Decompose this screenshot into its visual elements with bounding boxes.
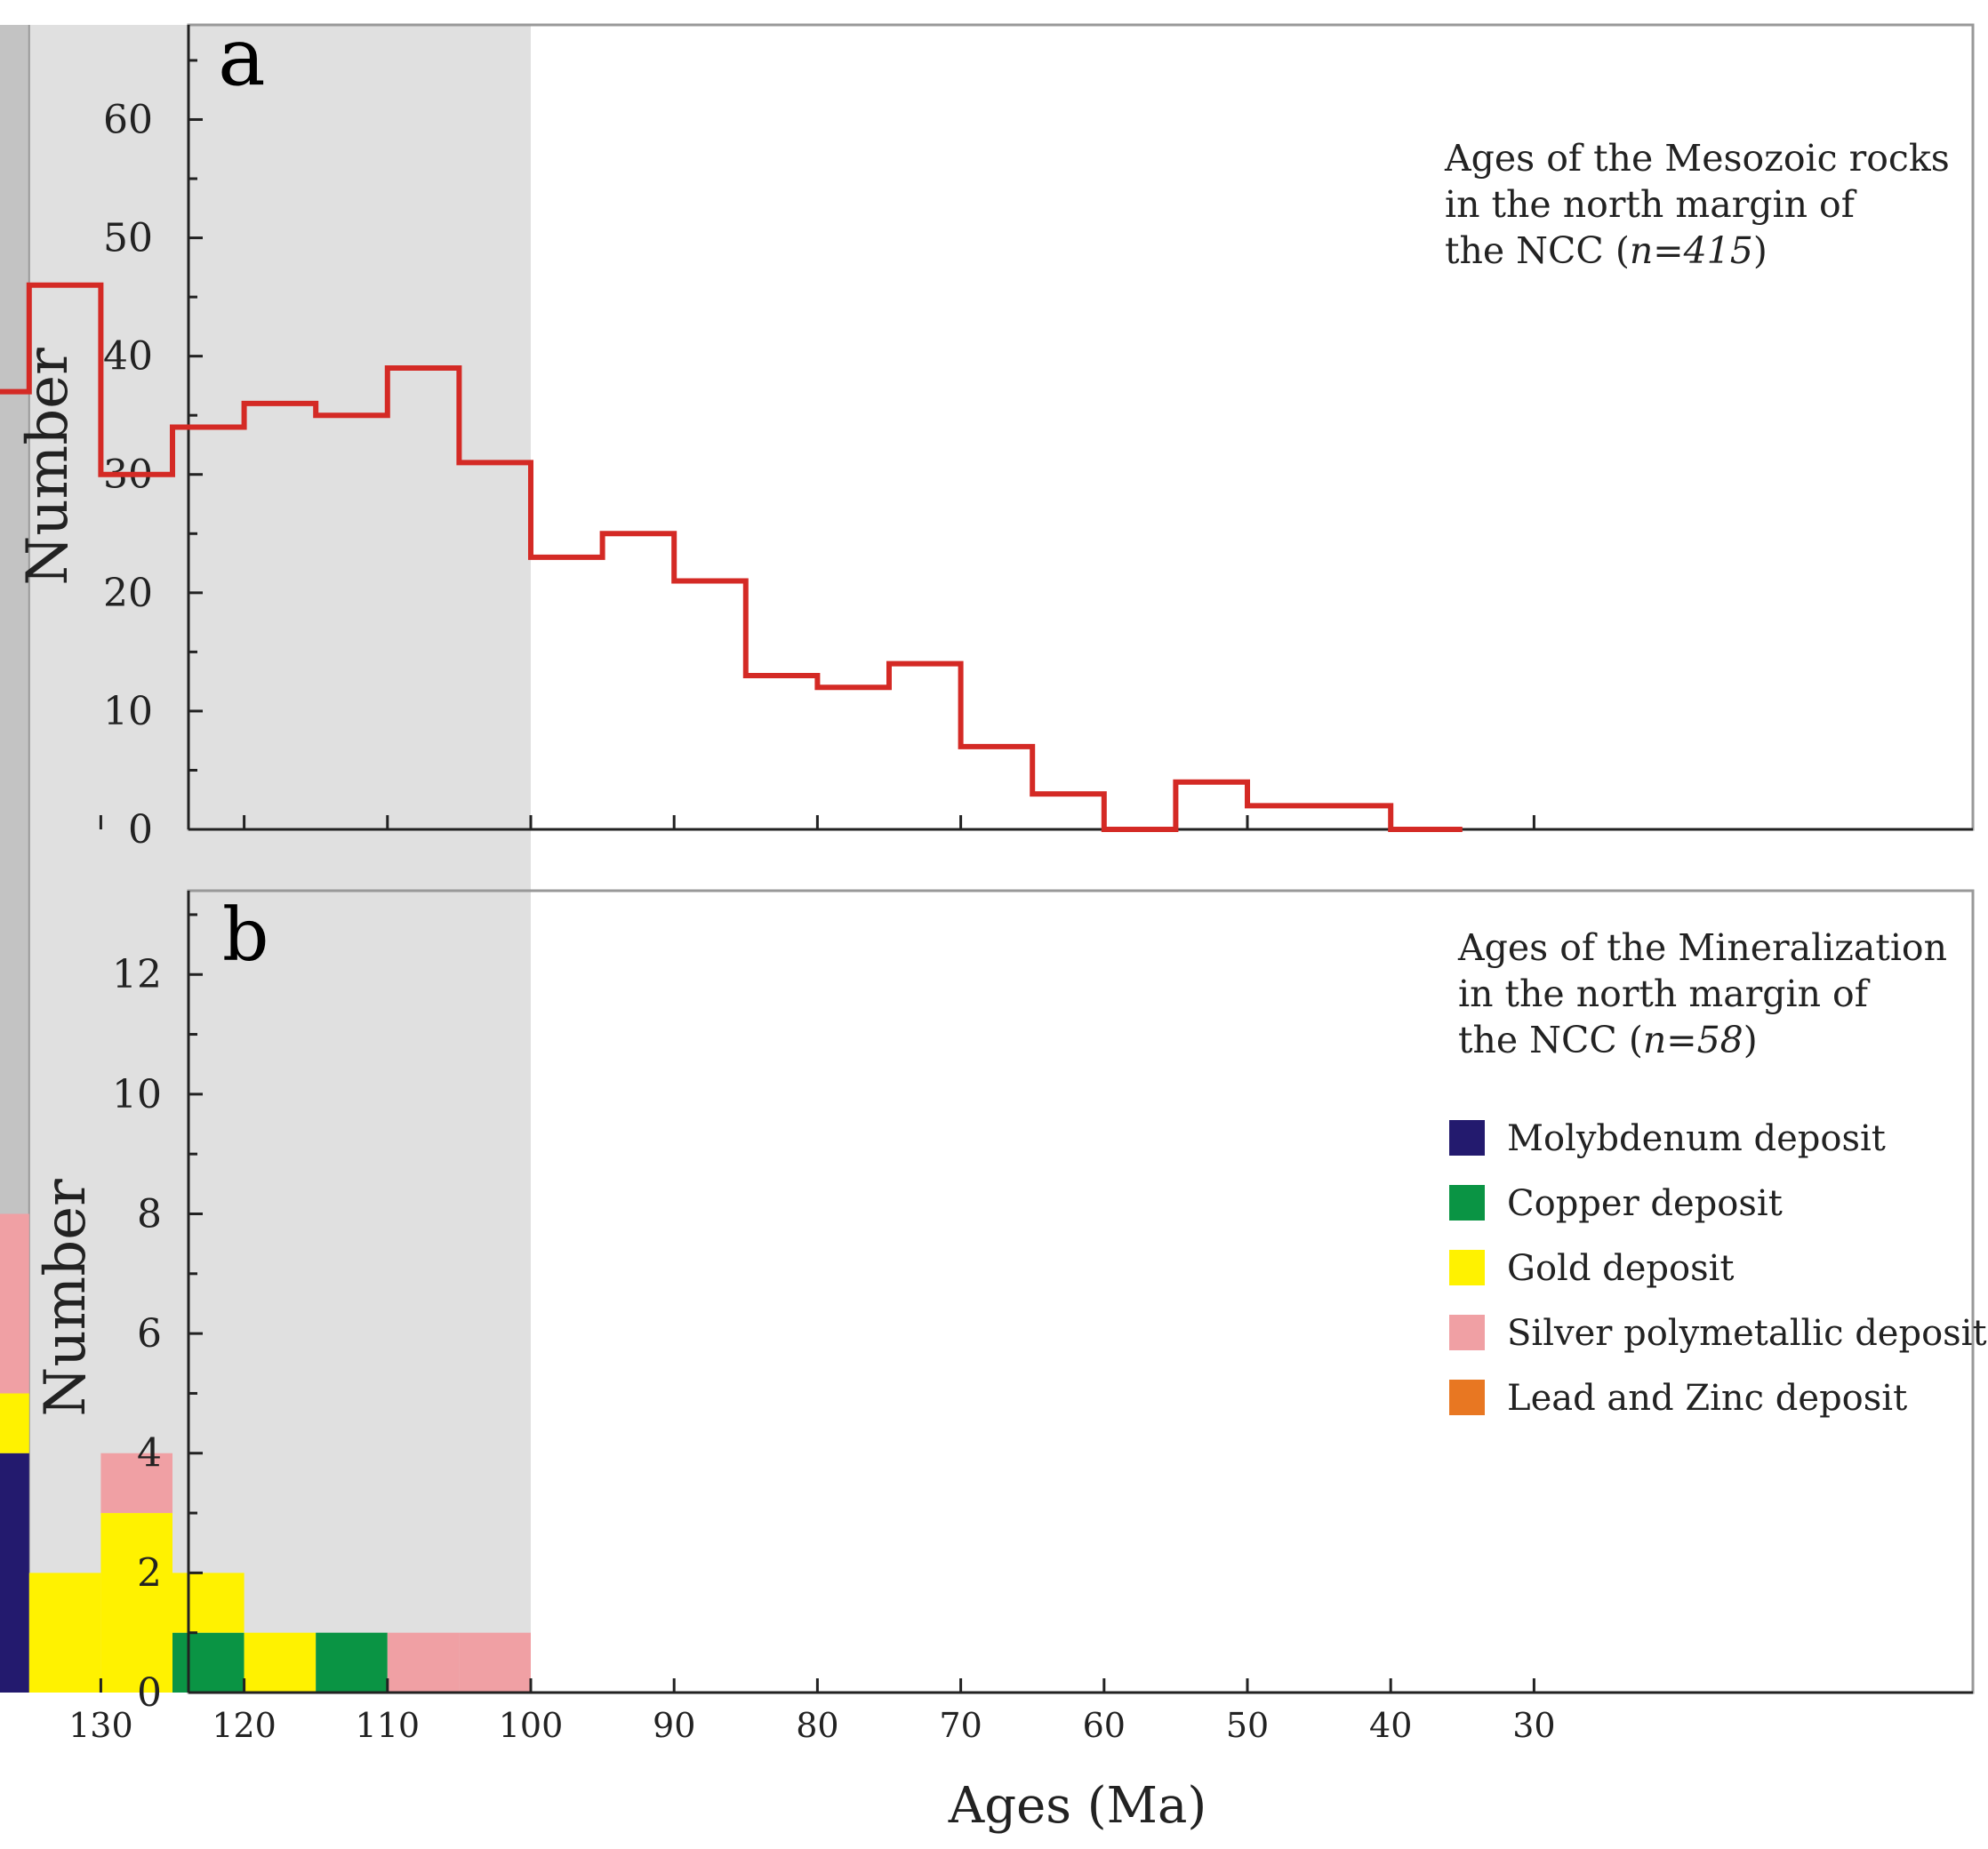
panel-a-annotation-line2: in the north margin of — [1445, 183, 1857, 226]
legend-label-pb: Lead and Zinc deposit — [1507, 1378, 1907, 1419]
panel-b-y-tick-label: 0 — [137, 1670, 162, 1716]
panel-b-y-tick-label: 2 — [137, 1550, 162, 1596]
panel-b-bars — [0, 1213, 531, 1693]
panel-b-y-tick-label: 12 — [112, 952, 162, 997]
panel-a-y-tick-label: 0 — [128, 807, 153, 852]
legend-swatch-mo — [1449, 1120, 1485, 1156]
legend-swatch-ag — [1449, 1315, 1485, 1350]
panel-b-y-tick-label: 6 — [137, 1311, 162, 1357]
panel-a-ylabel: Number — [15, 348, 81, 586]
legend-label-au: Gold deposit — [1507, 1248, 1735, 1289]
x-tick-label: 80 — [796, 1706, 838, 1745]
panel-a-annotation-ncc: the NCC — [1445, 229, 1604, 272]
panel-b-n-prefix: n= — [1643, 1019, 1697, 1061]
bar-segment-ag — [0, 1213, 29, 1394]
legend: Molybdenum deposit Copper deposit Gold dep… — [1449, 1118, 1987, 1419]
panel-b-y-tick-label: 4 — [137, 1431, 162, 1477]
panel-b-n-value: 58 — [1697, 1019, 1744, 1061]
x-tick-label: 40 — [1369, 1706, 1412, 1745]
legend-swatch-au — [1449, 1250, 1485, 1285]
x-tick-label: 60 — [1083, 1706, 1126, 1745]
x-tick-label: 70 — [939, 1706, 982, 1745]
panel-b-annotation-ncc: the NCC — [1458, 1019, 1617, 1061]
legend-swatch-cu — [1449, 1185, 1485, 1221]
x-axis-label: Ages (Ma) — [948, 1777, 1206, 1835]
panel-a-y-tick-label: 10 — [103, 689, 153, 734]
bar-segment-mo — [0, 1453, 29, 1693]
panel-a-histogram-line — [0, 282, 1463, 832]
panel-b-annotation-line1: Ages of the Mineralization — [1457, 926, 1947, 969]
panel-b-ticks: 0246810122602502402302202102001901801701… — [68, 891, 1973, 1745]
x-tick-label: 30 — [1512, 1706, 1555, 1745]
shaded-period-3 — [28, 25, 532, 1693]
panel-b-annotation-line3: the NCC (n=58) — [1458, 1019, 1758, 1061]
x-tick-label: 120 — [212, 1706, 277, 1745]
panel-a-y-tick-label: 40 — [103, 334, 153, 380]
panel-b-y-tick-label: 8 — [137, 1191, 162, 1237]
shaded-periods — [0, 25, 532, 1693]
bar-segment-cu — [316, 1632, 388, 1693]
legend-label-mo: Molybdenum deposit — [1507, 1118, 1886, 1159]
panel-a-n-value: 415 — [1683, 229, 1753, 272]
bar-segment-au — [0, 1393, 29, 1453]
bar-segment-ag — [459, 1632, 531, 1693]
x-tick-label: 50 — [1226, 1706, 1269, 1745]
x-tick-label: 110 — [356, 1706, 421, 1745]
bar-segment-ag — [387, 1632, 460, 1693]
panel-b-annotation-line2: in the north margin of — [1458, 973, 1871, 1015]
x-tick-label: 100 — [499, 1706, 564, 1745]
panel-b-y-tick-label: 10 — [112, 1072, 162, 1117]
bar-segment-ag — [100, 1453, 172, 1514]
panel-a-y-tick-label: 60 — [103, 97, 153, 142]
panel-a-annotation-line3: the NCC (n=415) — [1445, 229, 1768, 272]
panel-a-annotation-line1: Ages of the Mesozoic rocks — [1444, 137, 1950, 180]
bar-segment-au — [172, 1573, 244, 1633]
legend-label-ag: Silver polymetallic deposit — [1507, 1313, 1987, 1354]
panel-a-n-prefix: n= — [1630, 229, 1684, 272]
bar-segment-au — [100, 1513, 172, 1693]
panel-a-label: a — [218, 11, 266, 104]
bar-segment-au — [244, 1632, 317, 1693]
x-tick-label: 130 — [68, 1706, 133, 1745]
x-tick-label: 90 — [653, 1706, 695, 1745]
legend-swatch-pb — [1449, 1380, 1485, 1415]
panel-a-y-tick-label: 50 — [103, 216, 153, 261]
panel-b: 0246810122602502402302202102001901801701… — [0, 889, 1987, 1835]
panel-b-label: b — [222, 893, 269, 978]
legend-label-cu: Copper deposit — [1507, 1183, 1783, 1224]
bar-segment-cu — [172, 1632, 244, 1693]
bar-segment-au — [28, 1573, 101, 1693]
panel-a-y-tick-label: 20 — [103, 571, 153, 616]
panel-b-ylabel: Number — [33, 1179, 99, 1417]
